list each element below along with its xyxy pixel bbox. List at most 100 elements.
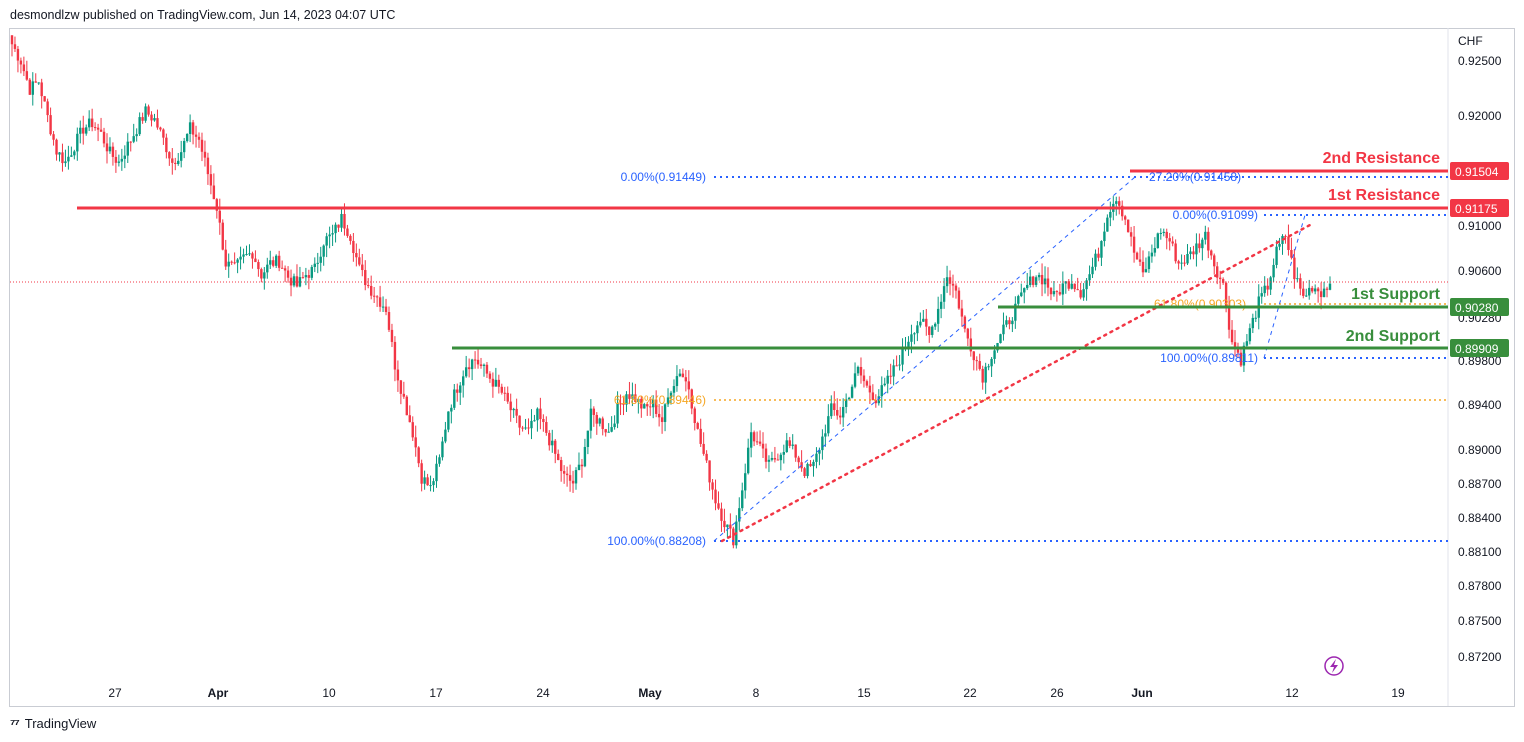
candle bbox=[892, 359, 895, 386]
candle bbox=[571, 470, 575, 493]
candle bbox=[28, 78, 32, 95]
candle bbox=[298, 266, 302, 288]
fib-label-7: 61.80%(0.90303) bbox=[1154, 297, 1246, 311]
level-tag-4: 0.89909 bbox=[1455, 342, 1499, 356]
time-tick-label: May bbox=[638, 686, 662, 700]
candle bbox=[1097, 247, 1100, 262]
candle bbox=[568, 464, 572, 492]
candle bbox=[856, 365, 860, 376]
candle bbox=[372, 286, 376, 304]
candle bbox=[206, 152, 210, 185]
candle bbox=[821, 429, 824, 460]
candle bbox=[1011, 317, 1014, 333]
candle bbox=[785, 433, 788, 453]
candle bbox=[1126, 219, 1130, 233]
candle bbox=[898, 355, 901, 371]
candle bbox=[649, 397, 652, 416]
fib-label-5: 0.00%(0.91099) bbox=[1173, 208, 1258, 222]
candle bbox=[1310, 285, 1314, 294]
candle bbox=[49, 107, 52, 136]
candle bbox=[951, 274, 955, 298]
candle bbox=[592, 406, 596, 427]
candle bbox=[177, 152, 180, 166]
candle bbox=[304, 267, 308, 286]
candle bbox=[135, 128, 138, 142]
candle bbox=[1064, 281, 1068, 294]
fib-1-trend-line bbox=[713, 176, 1136, 542]
candle bbox=[239, 246, 242, 270]
candle bbox=[369, 275, 373, 300]
candle bbox=[435, 455, 438, 488]
footer-brand[interactable]: TradingView bbox=[24, 716, 97, 731]
candle bbox=[631, 382, 634, 407]
candle bbox=[503, 386, 506, 401]
candle bbox=[616, 391, 619, 429]
candle bbox=[601, 416, 604, 436]
candle bbox=[132, 123, 135, 144]
price-tick-label: 0.87800 bbox=[1458, 579, 1502, 593]
candle bbox=[156, 109, 159, 130]
candle bbox=[212, 173, 216, 200]
candle bbox=[1129, 226, 1133, 247]
candle bbox=[46, 98, 49, 123]
candle bbox=[800, 450, 803, 472]
candle bbox=[1073, 283, 1076, 292]
candle bbox=[393, 336, 397, 382]
candle bbox=[1156, 232, 1160, 249]
candle bbox=[31, 72, 34, 106]
candle bbox=[1302, 281, 1305, 299]
candle bbox=[242, 248, 245, 264]
candle bbox=[1281, 234, 1284, 255]
lightning-icon[interactable] bbox=[1324, 656, 1344, 676]
candle bbox=[494, 367, 498, 387]
candle bbox=[346, 224, 349, 238]
fib-label-1: 0.00%(0.91449) bbox=[621, 170, 706, 184]
candle bbox=[1109, 201, 1112, 227]
candle bbox=[506, 386, 509, 404]
candle bbox=[497, 374, 501, 394]
candle bbox=[545, 416, 548, 436]
candle bbox=[500, 383, 503, 395]
price-axis[interactable]: CHF 0.92500 0.92000 0.91000 0.90600 0.90280 0… bbox=[1458, 34, 1502, 664]
candle bbox=[779, 452, 783, 471]
candle bbox=[518, 415, 521, 436]
candle bbox=[349, 234, 352, 245]
candle bbox=[767, 455, 771, 473]
candle bbox=[657, 403, 661, 427]
candle bbox=[117, 154, 121, 167]
candle bbox=[604, 428, 607, 437]
candle bbox=[1118, 196, 1121, 215]
candle bbox=[10, 35, 14, 57]
candle bbox=[1215, 261, 1219, 285]
candle bbox=[266, 257, 269, 279]
candle bbox=[945, 265, 949, 293]
candle bbox=[577, 452, 581, 471]
candle bbox=[408, 405, 411, 423]
candle bbox=[830, 395, 833, 419]
candle bbox=[102, 127, 106, 148]
candle bbox=[862, 369, 866, 388]
tradingview-logo-icon[interactable]: ⁷⁷ bbox=[10, 716, 20, 731]
candle bbox=[367, 278, 370, 289]
candle bbox=[37, 82, 40, 85]
candle bbox=[1070, 274, 1073, 290]
candle bbox=[901, 338, 904, 372]
candle bbox=[1150, 244, 1154, 263]
candle bbox=[162, 128, 165, 145]
candle bbox=[245, 245, 248, 256]
candle bbox=[111, 142, 115, 166]
candle bbox=[1147, 251, 1151, 273]
time-axis[interactable]: 27 Apr 10 17 24 May 8 15 22 26 Jun 12 19 bbox=[108, 686, 1405, 700]
candle bbox=[928, 326, 931, 343]
candle bbox=[138, 112, 141, 136]
candle bbox=[99, 117, 103, 132]
candle bbox=[390, 323, 394, 348]
candle bbox=[405, 395, 409, 416]
candle bbox=[723, 508, 726, 533]
candle bbox=[1168, 232, 1171, 251]
candle bbox=[76, 127, 79, 161]
candle bbox=[684, 369, 688, 392]
candle bbox=[1121, 200, 1124, 221]
candle bbox=[168, 151, 171, 166]
